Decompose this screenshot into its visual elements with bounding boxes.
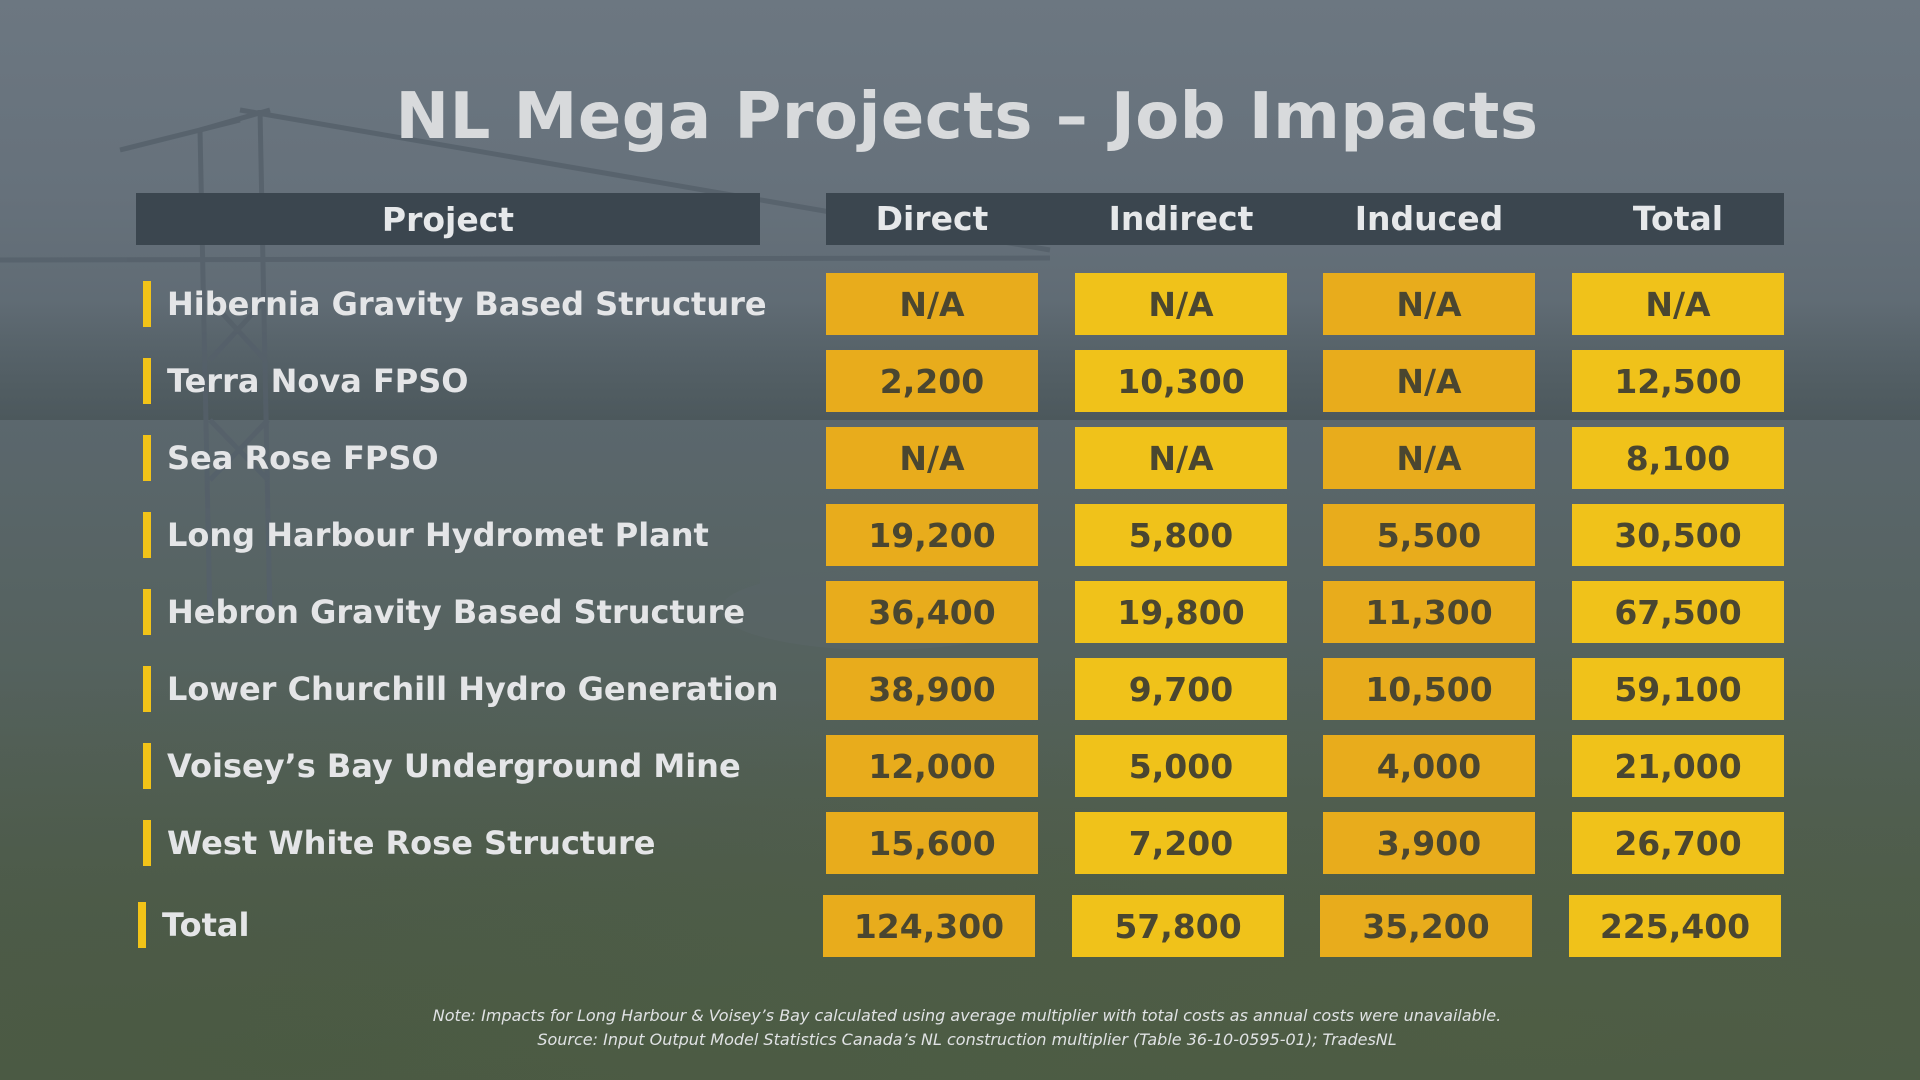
project-name: Hibernia Gravity Based Structure (167, 285, 767, 323)
cell-indirect: 19,800 (1075, 581, 1287, 643)
cell-total: 59,100 (1572, 658, 1784, 720)
project-name: West White Rose Structure (167, 824, 656, 862)
total-indirect: 57,800 (1072, 895, 1284, 957)
cell-induced: N/A (1323, 273, 1535, 335)
project-name: Long Harbour Hydromet Plant (167, 516, 709, 554)
page-title: NL Mega Projects – Job Impacts (395, 80, 1539, 154)
cell-total: 30,500 (1572, 504, 1784, 566)
total-label: Total (162, 906, 250, 944)
cell-direct: 19,200 (826, 504, 1038, 566)
accent-bar (138, 902, 146, 948)
cell-indirect: 9,700 (1075, 658, 1287, 720)
cell-total: 21,000 (1572, 735, 1784, 797)
footnote-source: Source: Input Output Model Statistics Ca… (537, 1030, 1397, 1049)
row-label: Long Harbour Hydromet Plant (143, 511, 709, 559)
cell-induced: N/A (1323, 350, 1535, 412)
column-header-project: Project (136, 193, 760, 245)
cell-direct: 12,000 (826, 735, 1038, 797)
project-name: Hebron Gravity Based Structure (167, 593, 746, 631)
project-name: Sea Rose FPSO (167, 439, 439, 477)
cell-induced: N/A (1323, 427, 1535, 489)
cell-induced: 4,000 (1323, 735, 1535, 797)
column-header-direct: Direct (875, 199, 989, 238)
row-label: Hibernia Gravity Based Structure (143, 280, 767, 328)
accent-bar (143, 435, 151, 481)
cell-indirect: 10,300 (1075, 350, 1287, 412)
column-header-total: Total (1632, 199, 1724, 238)
project-name: Voisey’s Bay Underground Mine (167, 747, 741, 785)
cell-direct: N/A (826, 427, 1038, 489)
cell-indirect: 7,200 (1075, 812, 1287, 874)
total-induced: 35,200 (1320, 895, 1532, 957)
cell-total: N/A (1572, 273, 1784, 335)
footnote-note: Note: Impacts for Long Harbour & Voisey’… (432, 1006, 1502, 1025)
accent-bar (143, 666, 151, 712)
cell-direct: 15,600 (826, 812, 1038, 874)
total-direct: 124,300 (823, 895, 1035, 957)
project-name: Lower Churchill Hydro Generation (167, 670, 779, 708)
total-row-label: Total (138, 901, 249, 949)
row-label: Hebron Gravity Based Structure (143, 588, 745, 636)
cell-induced: 3,900 (1323, 812, 1535, 874)
cell-direct: N/A (826, 273, 1038, 335)
accent-bar (143, 589, 151, 635)
cell-total: 67,500 (1572, 581, 1784, 643)
cell-direct: 38,900 (826, 658, 1038, 720)
accent-bar (143, 512, 151, 558)
cell-indirect: N/A (1075, 273, 1287, 335)
total-total: 225,400 (1569, 895, 1781, 957)
row-label: Voisey’s Bay Underground Mine (143, 742, 741, 790)
column-header-induced: Induced (1354, 199, 1504, 238)
column-header-group: Direct Indirect Induced Total (826, 193, 1784, 245)
cell-total: 26,700 (1572, 812, 1784, 874)
column-header-indirect: Indirect (1108, 199, 1254, 238)
footnote: Note: Impacts for Long Harbour & Voisey’… (0, 1004, 1920, 1052)
cell-induced: 10,500 (1323, 658, 1535, 720)
accent-bar (143, 358, 151, 404)
cell-indirect: 5,000 (1075, 735, 1287, 797)
cell-induced: 11,300 (1323, 581, 1535, 643)
project-name: Terra Nova FPSO (167, 362, 469, 400)
row-label: Sea Rose FPSO (143, 434, 439, 482)
accent-bar (143, 743, 151, 789)
accent-bar (143, 281, 151, 327)
cell-direct: 36,400 (826, 581, 1038, 643)
cell-total: 12,500 (1572, 350, 1784, 412)
row-label: Terra Nova FPSO (143, 357, 469, 405)
cell-total: 8,100 (1572, 427, 1784, 489)
cell-indirect: N/A (1075, 427, 1287, 489)
cell-indirect: 5,800 (1075, 504, 1287, 566)
row-label: West White Rose Structure (143, 819, 655, 867)
cell-direct: 2,200 (826, 350, 1038, 412)
accent-bar (143, 820, 151, 866)
row-label: Lower Churchill Hydro Generation (143, 665, 779, 713)
cell-induced: 5,500 (1323, 504, 1535, 566)
